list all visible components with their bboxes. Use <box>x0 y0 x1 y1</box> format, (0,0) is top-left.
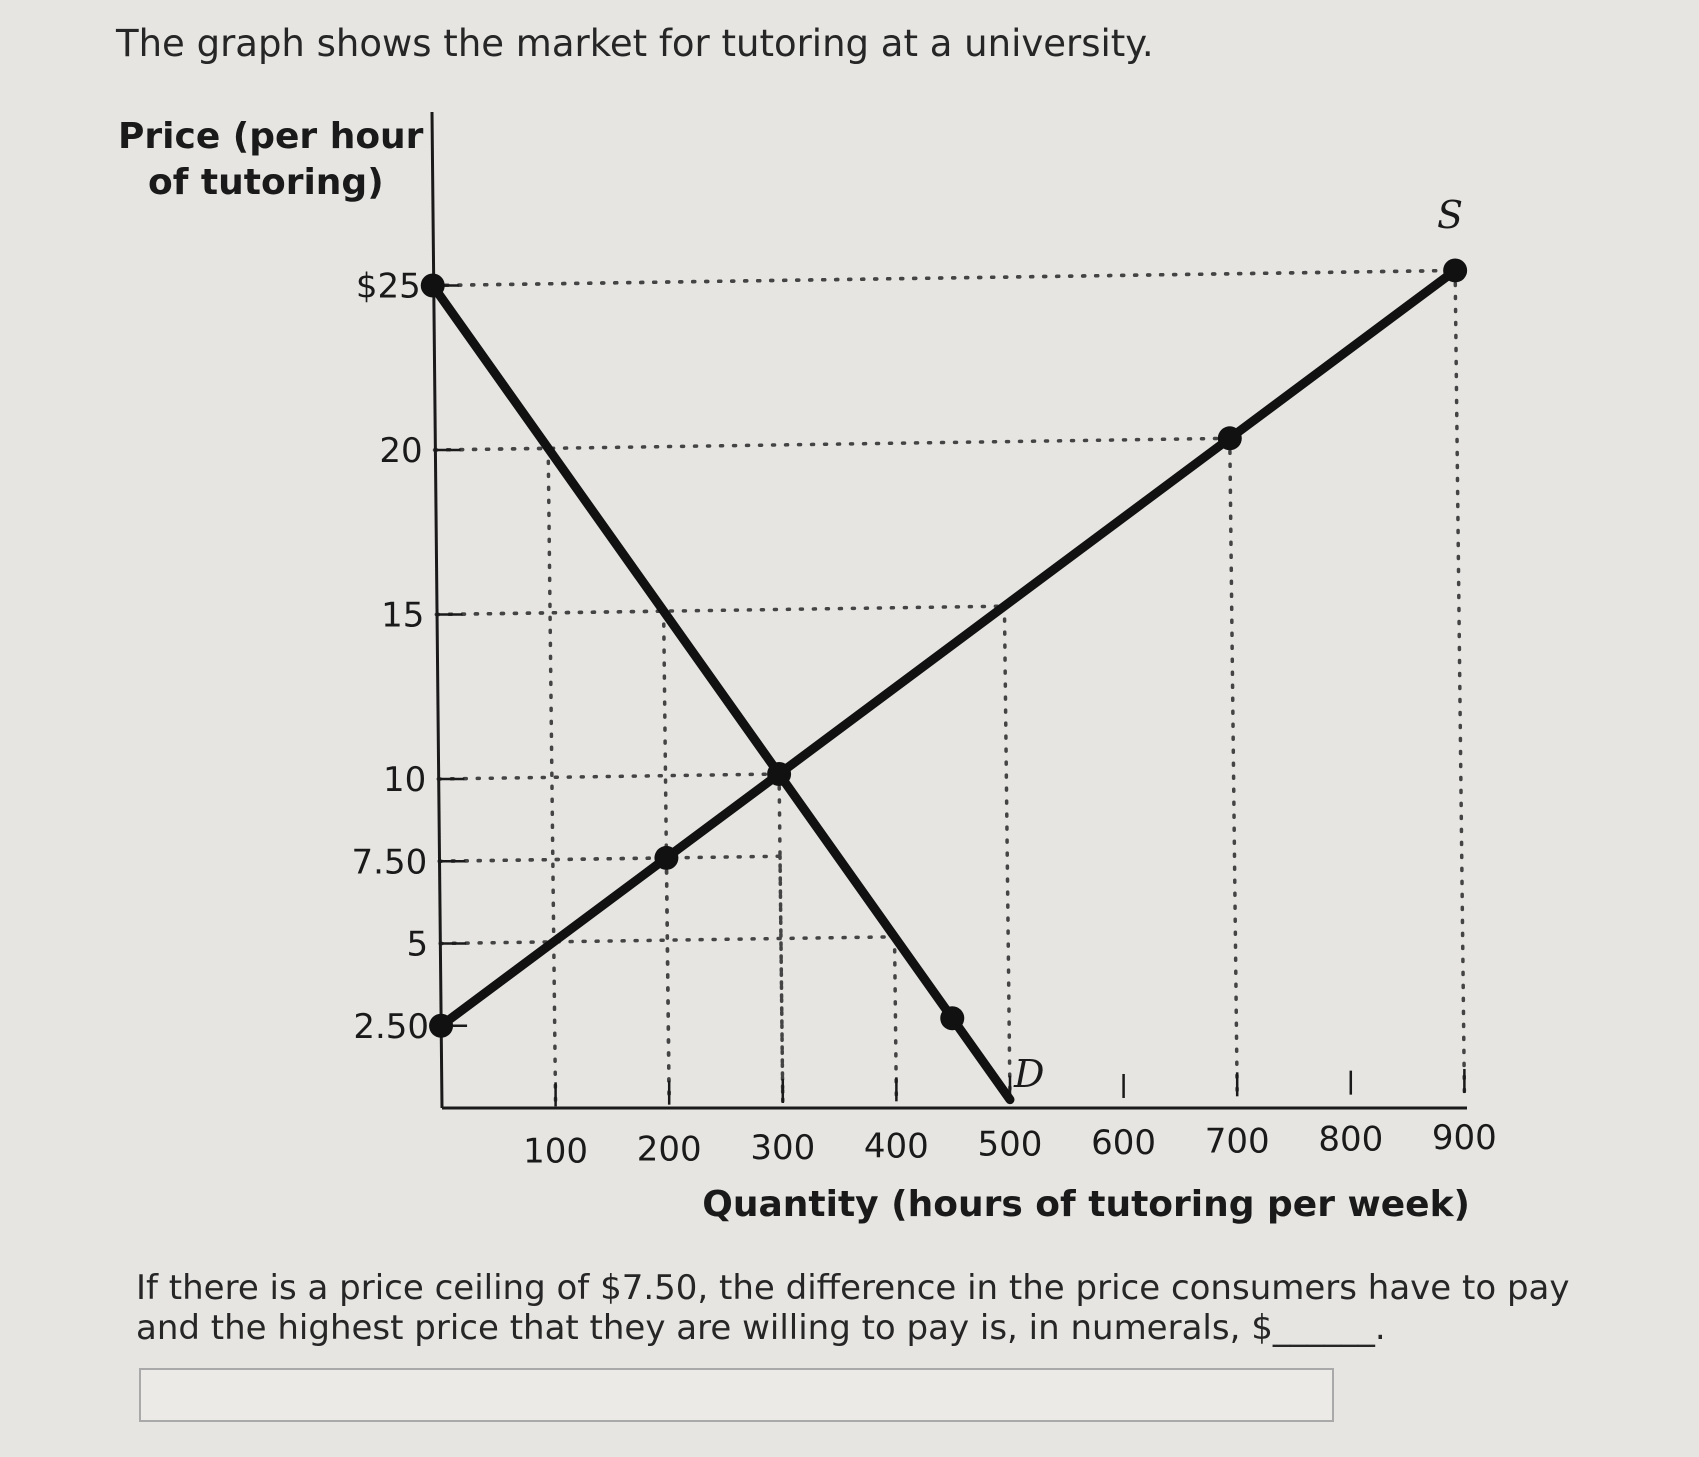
x-tick-label-8: 900 <box>1432 1118 1497 1158</box>
guide-vertical-3 <box>664 856 671 1107</box>
y-tick-label-0: 2.50 <box>353 1007 429 1047</box>
y-tick-label-4: 15 <box>381 596 424 636</box>
guide-horizontal-top <box>430 268 1457 288</box>
guide-horizontal-7 <box>430 268 1457 288</box>
ticks: 2.50 5 7.50 10 15 20 $25 100 200 300 400 500 600 700 8… <box>352 267 1497 1172</box>
demand-label: D <box>1013 1052 1044 1096</box>
curves <box>428 265 1460 1105</box>
supply-curve <box>436 265 1460 1031</box>
x-tick-label-0: 100 <box>523 1131 588 1171</box>
guide-horizontal-3 <box>437 856 669 863</box>
y-axis <box>430 111 444 1109</box>
guide-lines <box>430 268 1467 1109</box>
answer-input-box[interactable] <box>139 1368 1334 1422</box>
guide-vertical-4 <box>892 935 899 1104</box>
x-tick-label-1: 200 <box>637 1130 702 1170</box>
answer-blank: ______ <box>1272 1308 1375 1348</box>
y-axis-title-line1: Price (per hour <box>118 116 424 157</box>
guide-horizontal-5 <box>434 604 1007 617</box>
x-tick-label-4: 500 <box>978 1125 1043 1165</box>
supply-point-0 <box>429 1013 454 1038</box>
question-period: . <box>1374 1308 1386 1348</box>
intro-text: The graph shows the market for tutoring … <box>116 22 1154 65</box>
guide-vertical-8 <box>778 854 785 1105</box>
guide-vertical-7 <box>1453 268 1467 1095</box>
x-tick-label-3: 400 <box>864 1126 929 1166</box>
question-text: If there is a price ceiling of $7.50, th… <box>136 1268 1596 1348</box>
demand-point-1 <box>940 1006 965 1031</box>
guide-horizontal-6 <box>432 436 1232 452</box>
supply-point-4 <box>1443 258 1468 283</box>
guide-horizontal-1 <box>434 609 666 617</box>
x-tick-label-7: 800 <box>1318 1120 1383 1160</box>
guide-vertical-5 <box>1002 604 1012 1102</box>
guide-horizontal-8 <box>437 854 782 863</box>
x-tick-label-2: 300 <box>750 1128 815 1168</box>
y-tick-label-2: 7.50 <box>352 842 428 882</box>
guide-horizontal-4 <box>438 935 897 946</box>
demand-curve <box>428 281 1015 1105</box>
guide-vertical-6 <box>1228 436 1239 1099</box>
question-prompt: If there is a price ceiling of $7.50, th… <box>136 1268 1570 1348</box>
demand-point-0 <box>420 273 445 298</box>
x-tick-label-5: 600 <box>1091 1123 1156 1163</box>
supply-point-1 <box>654 845 679 870</box>
guide-vertical-0 <box>546 446 558 1109</box>
curve-dots <box>420 258 1468 1038</box>
supply-label: S <box>1437 193 1463 237</box>
supply-point-3 <box>1217 426 1242 451</box>
y-tick-label-6: $25 <box>356 267 421 307</box>
guide-horizontal-2 <box>436 772 781 781</box>
axes <box>430 111 1467 1110</box>
y-tick-label-1: 5 <box>406 925 428 965</box>
y-tick-label-5: 20 <box>379 431 422 471</box>
guide-vertical-2 <box>777 772 785 1105</box>
supply-point-2 <box>767 761 792 786</box>
market-chart: 2.50 5 7.50 10 15 20 $25 100 200 300 400 500 600 700 8… <box>118 111 1497 1225</box>
x-axis-title: Quantity (hours of tutoring per week) <box>702 1184 1470 1225</box>
y-axis-title-line2: of tutoring) <box>148 162 384 203</box>
x-tick-label-6: 700 <box>1205 1121 1270 1161</box>
y-tick-label-3: 10 <box>383 760 426 800</box>
